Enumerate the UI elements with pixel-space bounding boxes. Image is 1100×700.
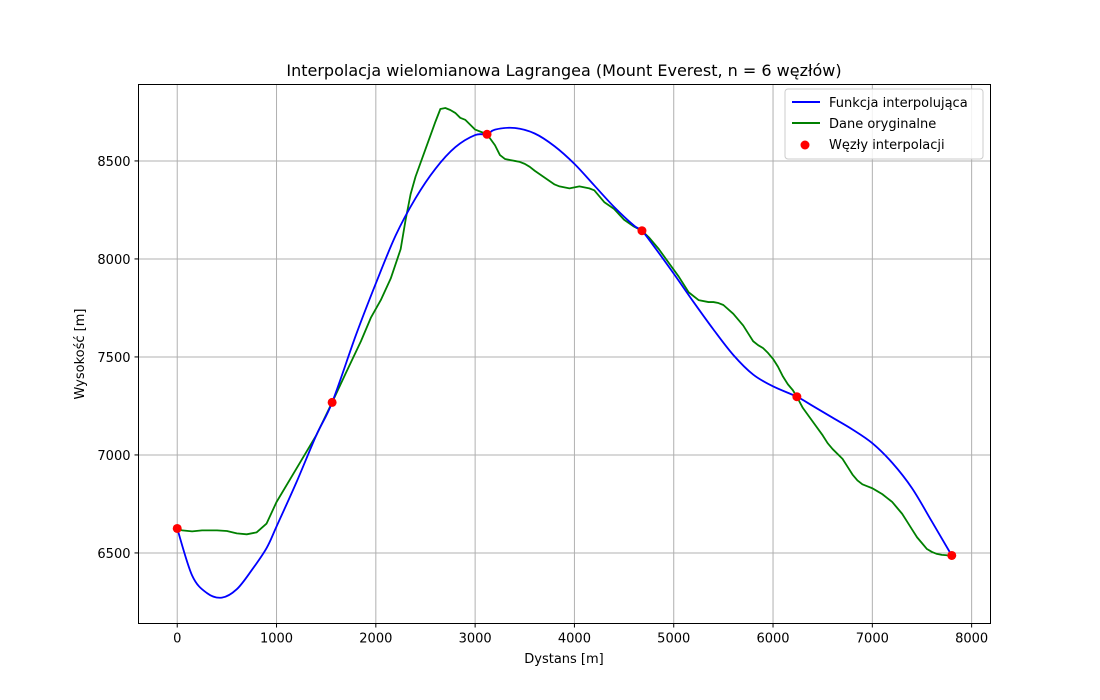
x-tick-label: 6000	[756, 632, 789, 647]
x-tick-label: 1000	[260, 632, 293, 647]
x-tick-label: 7000	[856, 632, 889, 647]
interpolation-node-point	[637, 226, 647, 236]
y-tick-label: 7000	[97, 449, 130, 464]
legend-label-interpolation: Funkcja interpolująca	[829, 96, 968, 111]
interpolation-node-point	[947, 550, 957, 560]
interpolation-node-point	[172, 523, 182, 533]
x-axis-label: Dystans [m]	[524, 652, 604, 667]
series-line-original	[176, 107, 952, 557]
axes-frame	[138, 84, 991, 624]
x-tick-label: 5000	[657, 632, 690, 647]
y-tick-label: 6500	[97, 547, 130, 562]
x-tick-label: 4000	[558, 632, 591, 647]
y-axis-label: Wysokość [m]	[73, 309, 88, 400]
series-line-interpolation	[176, 126, 953, 599]
x-tick-label: 2000	[359, 632, 392, 647]
interpolation-node-point	[327, 397, 337, 407]
interpolation-node-point	[792, 392, 802, 402]
interpolation-node-point	[482, 129, 492, 139]
y-tick-label: 7500	[97, 351, 130, 366]
ticks: 0 1000 2000 3000 4000 5000 6000 7000 8000 6500 700…	[97, 155, 988, 647]
legend-box	[784, 88, 984, 160]
plot-area	[172, 107, 957, 599]
y-tick-label: 8500	[97, 155, 130, 170]
legend: Funkcja interpolująca Dane oryginalne Wę…	[784, 88, 984, 160]
grid	[138, 84, 991, 624]
x-tick-label: 3000	[459, 632, 492, 647]
x-tick-label: 8000	[955, 632, 988, 647]
y-tick-label: 8000	[97, 253, 130, 268]
legend-label-original: Dane oryginalne	[829, 117, 936, 132]
legend-label-nodes: Węzły interpolacji	[829, 138, 945, 153]
chart-title: Interpolacja wielomianowa Lagrangea (Mou…	[286, 61, 841, 80]
x-tick-label: 0	[173, 632, 181, 647]
legend-swatch-nodes	[800, 140, 810, 150]
